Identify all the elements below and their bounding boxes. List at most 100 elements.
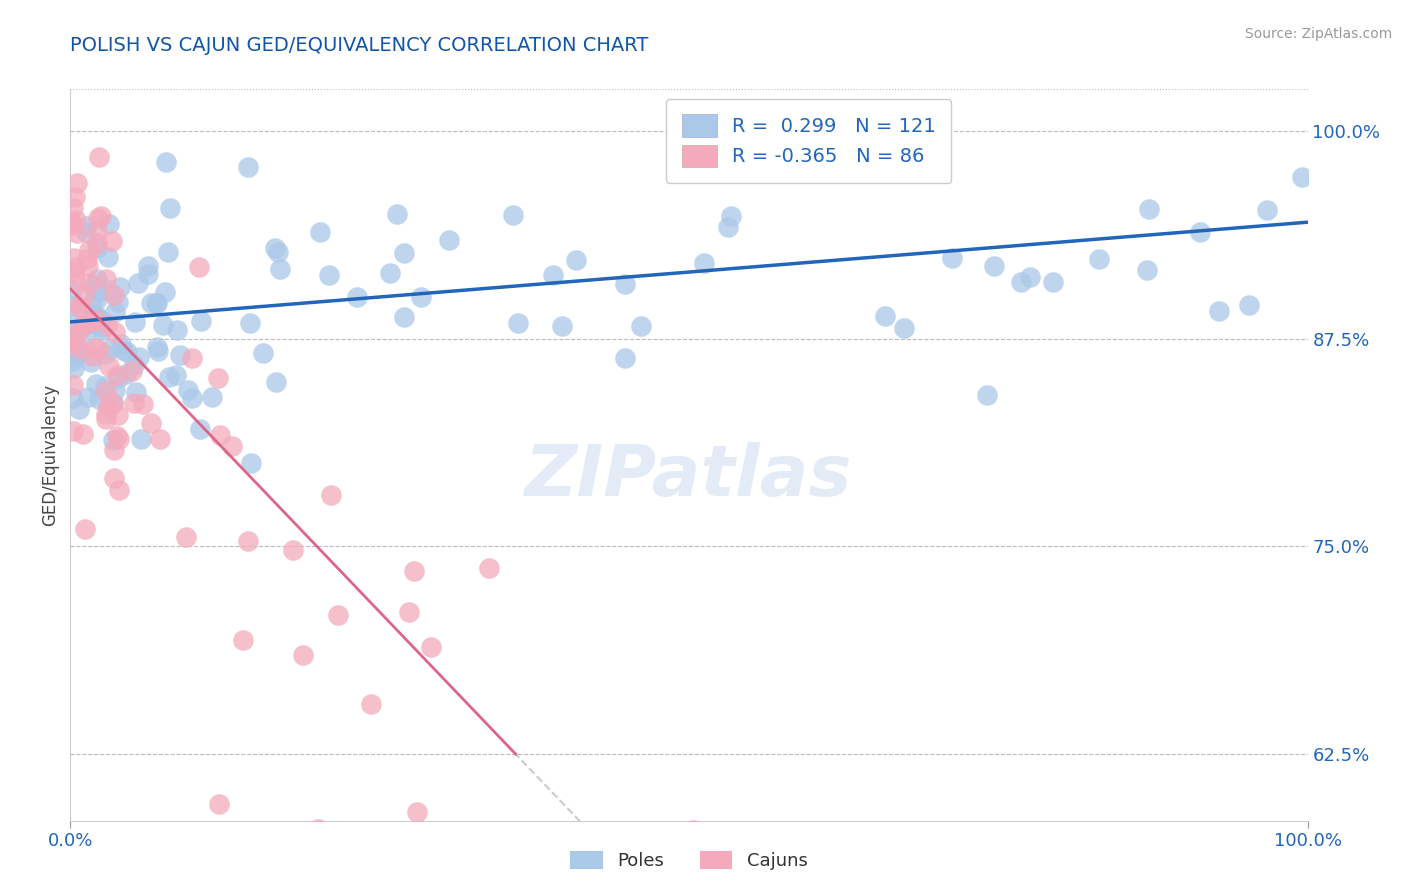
Point <box>141 416 163 430</box>
Point <box>66 176 89 190</box>
Point <box>291 648 314 663</box>
Point <box>60 327 83 342</box>
Point <box>62 360 84 375</box>
Point <box>62 377 84 392</box>
Point <box>307 822 329 836</box>
Point <box>1088 252 1111 266</box>
Point <box>166 323 188 337</box>
Point <box>82 279 104 293</box>
Point <box>75 317 97 331</box>
Point <box>65 213 87 227</box>
Point <box>125 384 148 399</box>
Point <box>66 227 89 241</box>
Point <box>477 561 499 575</box>
Point <box>176 530 198 544</box>
Point <box>94 407 117 421</box>
Point <box>115 345 138 359</box>
Point <box>94 384 117 398</box>
Point <box>207 371 229 385</box>
Point <box>82 349 104 363</box>
Point <box>157 244 180 259</box>
Point <box>80 355 103 369</box>
Point <box>720 209 742 223</box>
Point <box>72 427 94 442</box>
Point <box>60 283 83 297</box>
Point <box>63 251 86 265</box>
Point <box>238 533 260 548</box>
Point <box>209 427 232 442</box>
Point <box>87 316 110 330</box>
Point <box>875 309 897 323</box>
Point <box>152 318 174 332</box>
Point <box>77 259 100 273</box>
Point <box>180 391 202 405</box>
Point <box>127 276 149 290</box>
Point <box>1042 275 1064 289</box>
Point <box>201 390 224 404</box>
Point <box>392 310 415 325</box>
Point <box>103 305 125 319</box>
Point <box>1010 275 1032 289</box>
Point <box>122 396 145 410</box>
Point <box>112 343 135 358</box>
Point <box>146 296 169 310</box>
Point <box>94 272 117 286</box>
Point <box>1237 298 1260 312</box>
Legend: Poles, Cajuns: Poles, Cajuns <box>562 844 815 878</box>
Point <box>101 396 124 410</box>
Point <box>1189 225 1212 239</box>
Point <box>188 260 211 274</box>
Point <box>103 443 125 458</box>
Point <box>65 260 87 274</box>
Y-axis label: GED/Equivalency: GED/Equivalency <box>41 384 59 526</box>
Point <box>155 285 177 299</box>
Point <box>94 346 117 360</box>
Point <box>108 432 131 446</box>
Point <box>983 260 1005 274</box>
Text: Source: ZipAtlas.com: Source: ZipAtlas.com <box>1244 27 1392 41</box>
Point <box>75 219 97 233</box>
Point <box>70 300 93 314</box>
Point <box>668 830 690 845</box>
Point <box>613 830 636 845</box>
Point <box>84 376 107 391</box>
Point <box>79 313 101 327</box>
Point <box>80 296 103 310</box>
Point <box>269 261 291 276</box>
Point <box>437 233 460 247</box>
Point <box>360 697 382 711</box>
Point <box>398 605 420 619</box>
Point <box>90 319 112 334</box>
Point <box>75 226 97 240</box>
Point <box>60 299 83 313</box>
Point <box>693 256 716 270</box>
Point <box>264 375 287 389</box>
Point <box>221 439 243 453</box>
Point <box>96 318 118 332</box>
Point <box>128 350 150 364</box>
Point <box>86 235 108 250</box>
Point <box>107 408 129 422</box>
Point <box>86 309 108 323</box>
Point <box>75 318 97 332</box>
Point <box>59 215 82 229</box>
Point <box>236 161 259 175</box>
Point <box>76 390 98 404</box>
Point <box>75 327 97 342</box>
Point <box>159 202 181 216</box>
Point <box>180 351 202 365</box>
Point <box>551 319 574 334</box>
Point <box>456 830 478 845</box>
Point <box>136 268 159 282</box>
Point <box>405 805 427 820</box>
Point <box>97 283 120 297</box>
Point <box>63 336 86 351</box>
Point <box>105 368 128 382</box>
Point <box>208 797 231 811</box>
Point <box>103 288 125 302</box>
Point <box>97 250 120 264</box>
Point <box>73 287 96 301</box>
Point <box>107 294 129 309</box>
Point <box>613 351 636 365</box>
Point <box>98 342 121 356</box>
